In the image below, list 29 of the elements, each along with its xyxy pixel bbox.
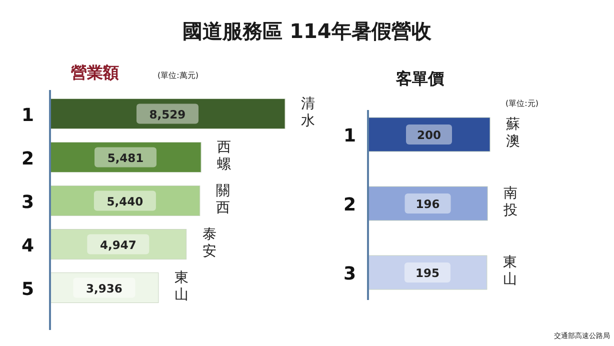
data-label: 195 xyxy=(415,266,440,280)
annotation: 西螺 xyxy=(217,139,232,172)
y-tick-label: 3 xyxy=(343,264,356,284)
annotation: 東山 xyxy=(174,270,188,303)
data-label: 3,936 xyxy=(86,281,122,296)
chart-subtitle: 營業額 xyxy=(71,63,119,82)
y-tick-label: 3 xyxy=(21,192,34,213)
annotation: 泰安 xyxy=(202,226,216,260)
data-label: 196 xyxy=(416,197,440,211)
annotation: 清水 xyxy=(301,96,315,129)
y-tick-label: 2 xyxy=(343,194,356,216)
data-label: 4,947 xyxy=(100,238,136,252)
text: (單位:元) xyxy=(506,99,538,108)
data-label: 8,529 xyxy=(149,107,186,122)
annotation: 東山 xyxy=(502,254,517,288)
y-tick-label: 1 xyxy=(343,126,356,146)
y-tick-label: 4 xyxy=(21,235,34,256)
y-tick-label: 5 xyxy=(21,278,34,300)
annotation: 南投 xyxy=(502,186,518,218)
y-tick-label: 1 xyxy=(21,104,34,126)
data-label: 5,481 xyxy=(107,150,144,165)
y-tick-label: 2 xyxy=(21,148,34,170)
annotation: 蘇澳 xyxy=(506,116,520,150)
annotation: 關西 xyxy=(216,182,230,216)
data-label: 200 xyxy=(416,128,442,142)
data-label: 5,440 xyxy=(106,194,144,208)
text: (單位:萬元) xyxy=(158,71,198,80)
chart-title: 國道服務區 114年暑假營收 xyxy=(182,19,432,43)
chart-title: 客單價 xyxy=(395,69,445,88)
